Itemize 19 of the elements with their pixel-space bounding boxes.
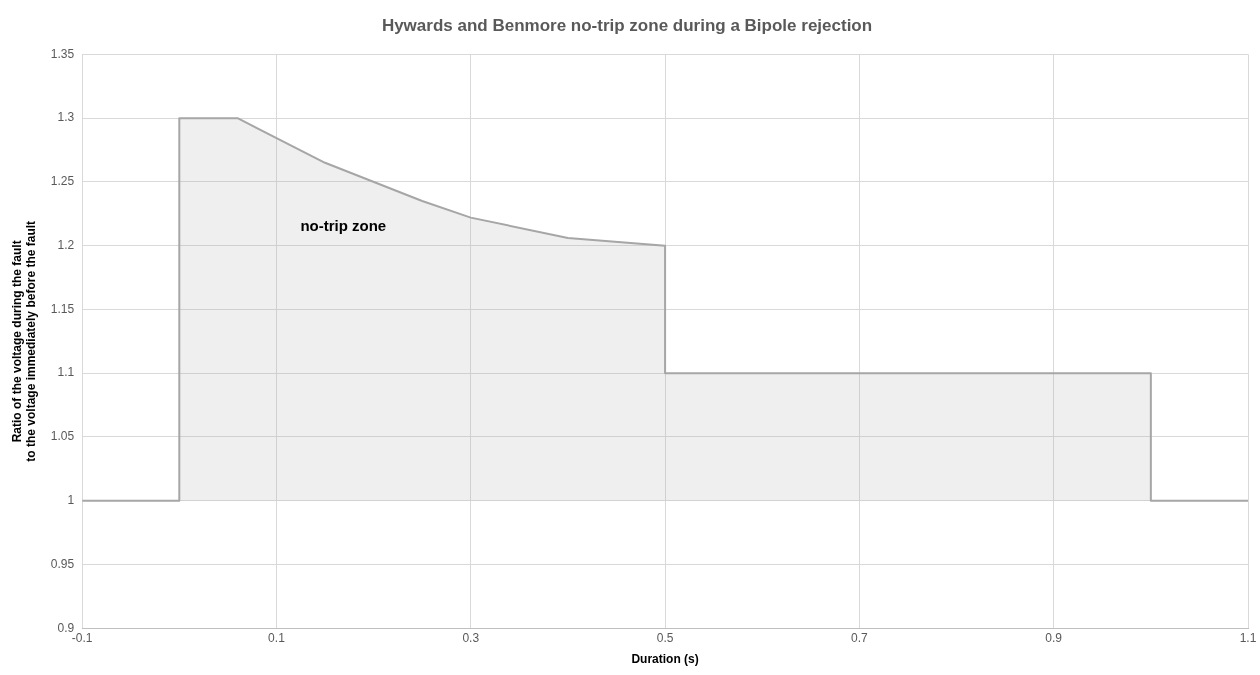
y-tick-label: 1.1 (57, 365, 75, 380)
y-tick-label: 0.95 (50, 556, 75, 571)
y-tick-label: 1.35 (50, 46, 75, 61)
x-tick-label: 0.9 (1045, 630, 1063, 645)
y-tick-label: 1.05 (50, 429, 75, 444)
y-tick-label: 1 (67, 493, 75, 507)
x-tick-label: 0.5 (656, 630, 674, 645)
annotation: no-trip zone (300, 216, 387, 234)
y-tick-label: 1.2 (57, 237, 75, 252)
y-tick-label: 1.15 (50, 301, 75, 316)
x-tick-label: 0.1 (268, 630, 286, 645)
x-axis-title: Duration (s) (631, 652, 699, 667)
chart-title: Hywards and Benmore no-trip zone during a Bipole rejection (381, 15, 873, 35)
y-tick-label: 1.3 (57, 110, 75, 125)
y-tick-label: 1.25 (50, 174, 75, 189)
x-tick-label: 1.1 (1239, 630, 1257, 645)
y-axis-title: Ratio of the voltage during the fault to the voltage immediately before the fault (9, 220, 38, 462)
x-tick-label: 0.7 (851, 630, 869, 645)
x-tick-label: 0.3 (462, 630, 480, 645)
